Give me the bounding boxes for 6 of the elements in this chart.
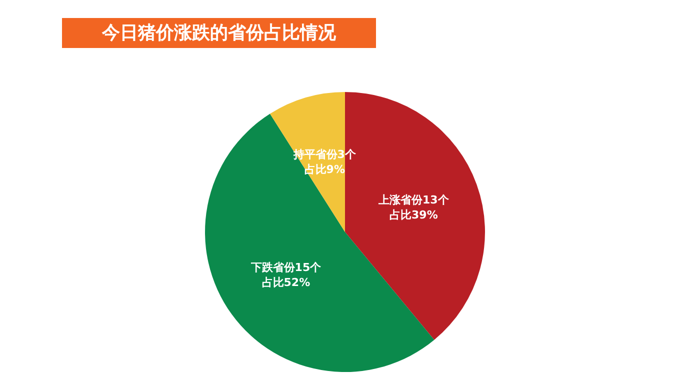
chart-title: 今日猪价涨跌的省份占比情况 (101, 22, 337, 44)
data-label: 占比39% (390, 208, 438, 222)
slice-label: 下跌省份15个 (250, 260, 322, 274)
slice-label: 上涨省份13个 (378, 193, 450, 206)
data-label: 占比52% (262, 276, 310, 289)
data-label: 占比9% (304, 162, 345, 176)
